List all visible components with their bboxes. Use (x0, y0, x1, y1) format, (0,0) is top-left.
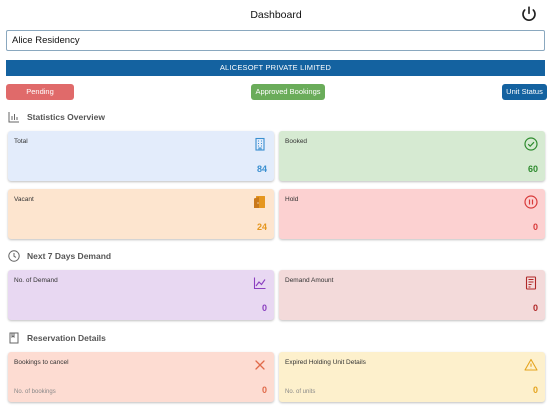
hold-label: Hold (285, 196, 299, 203)
warning-icon (524, 358, 538, 371)
expired-holding-value: 0 (532, 385, 538, 395)
demand-amount-card[interactable]: Demand Amount 0 (279, 270, 545, 320)
total-value: 84 (256, 164, 267, 174)
booked-value: 60 (527, 164, 538, 174)
total-units-card[interactable]: Total 84 (8, 131, 274, 181)
company-banner: ALICESOFT PRIVATE LIMITED (6, 60, 545, 76)
clock-icon (8, 250, 20, 262)
expired-holding-sub: No. of units (285, 389, 316, 395)
statistics-section-title: Statistics Overview (8, 110, 105, 124)
book-icon (9, 332, 19, 344)
invoice-icon (525, 276, 537, 290)
demand-amount-value: 0 (532, 303, 538, 313)
bookings-to-cancel-sub: No. of bookings (14, 389, 56, 395)
expired-holding-label: Expired Holding Unit Details (285, 359, 366, 366)
hold-units-card[interactable]: Hold 0 (279, 189, 545, 239)
expired-holding-card[interactable]: Expired Holding Unit Details No. of unit… (279, 352, 545, 402)
project-select-input[interactable] (6, 30, 545, 51)
demand-count-label: No. of Demand (14, 277, 58, 284)
bar-chart-icon (8, 112, 19, 123)
check-circle-icon (524, 137, 538, 151)
demand-section-title: Next 7 Days Demand (8, 249, 111, 263)
booked-label: Booked (285, 138, 308, 145)
unit-status-button[interactable]: Unit Status (502, 84, 547, 100)
total-label: Total (14, 138, 28, 145)
page-title: Dashboard (250, 9, 302, 21)
booked-units-card[interactable]: Booked 60 (279, 131, 545, 181)
hold-value: 0 (532, 222, 538, 232)
x-icon (255, 360, 265, 370)
app-header: Dashboard (0, 0, 552, 30)
approved-bookings-button[interactable]: Approved Bookings (251, 84, 325, 100)
vacant-value: 24 (256, 222, 267, 232)
chart-line-icon (253, 277, 266, 290)
vacant-label: Vacant (14, 196, 34, 203)
bookings-to-cancel-value: 0 (261, 385, 267, 395)
bookings-to-cancel-label: Bookings to cancel (14, 359, 69, 366)
reservation-section-title: Reservation Details (8, 331, 106, 345)
demand-count-value: 0 (261, 303, 267, 313)
demand-count-card[interactable]: No. of Demand 0 (8, 270, 274, 320)
bookings-to-cancel-card[interactable]: Bookings to cancel No. of bookings 0 (8, 352, 274, 402)
pause-circle-icon (524, 195, 538, 209)
vacant-units-card[interactable]: Vacant 24 (8, 189, 274, 239)
pending-bookings-button[interactable]: Pending Bookings (6, 84, 74, 112)
demand-amount-label: Demand Amount (285, 277, 334, 284)
door-open-icon (254, 196, 265, 208)
building-icon (255, 137, 265, 151)
power-icon[interactable] (520, 5, 538, 23)
